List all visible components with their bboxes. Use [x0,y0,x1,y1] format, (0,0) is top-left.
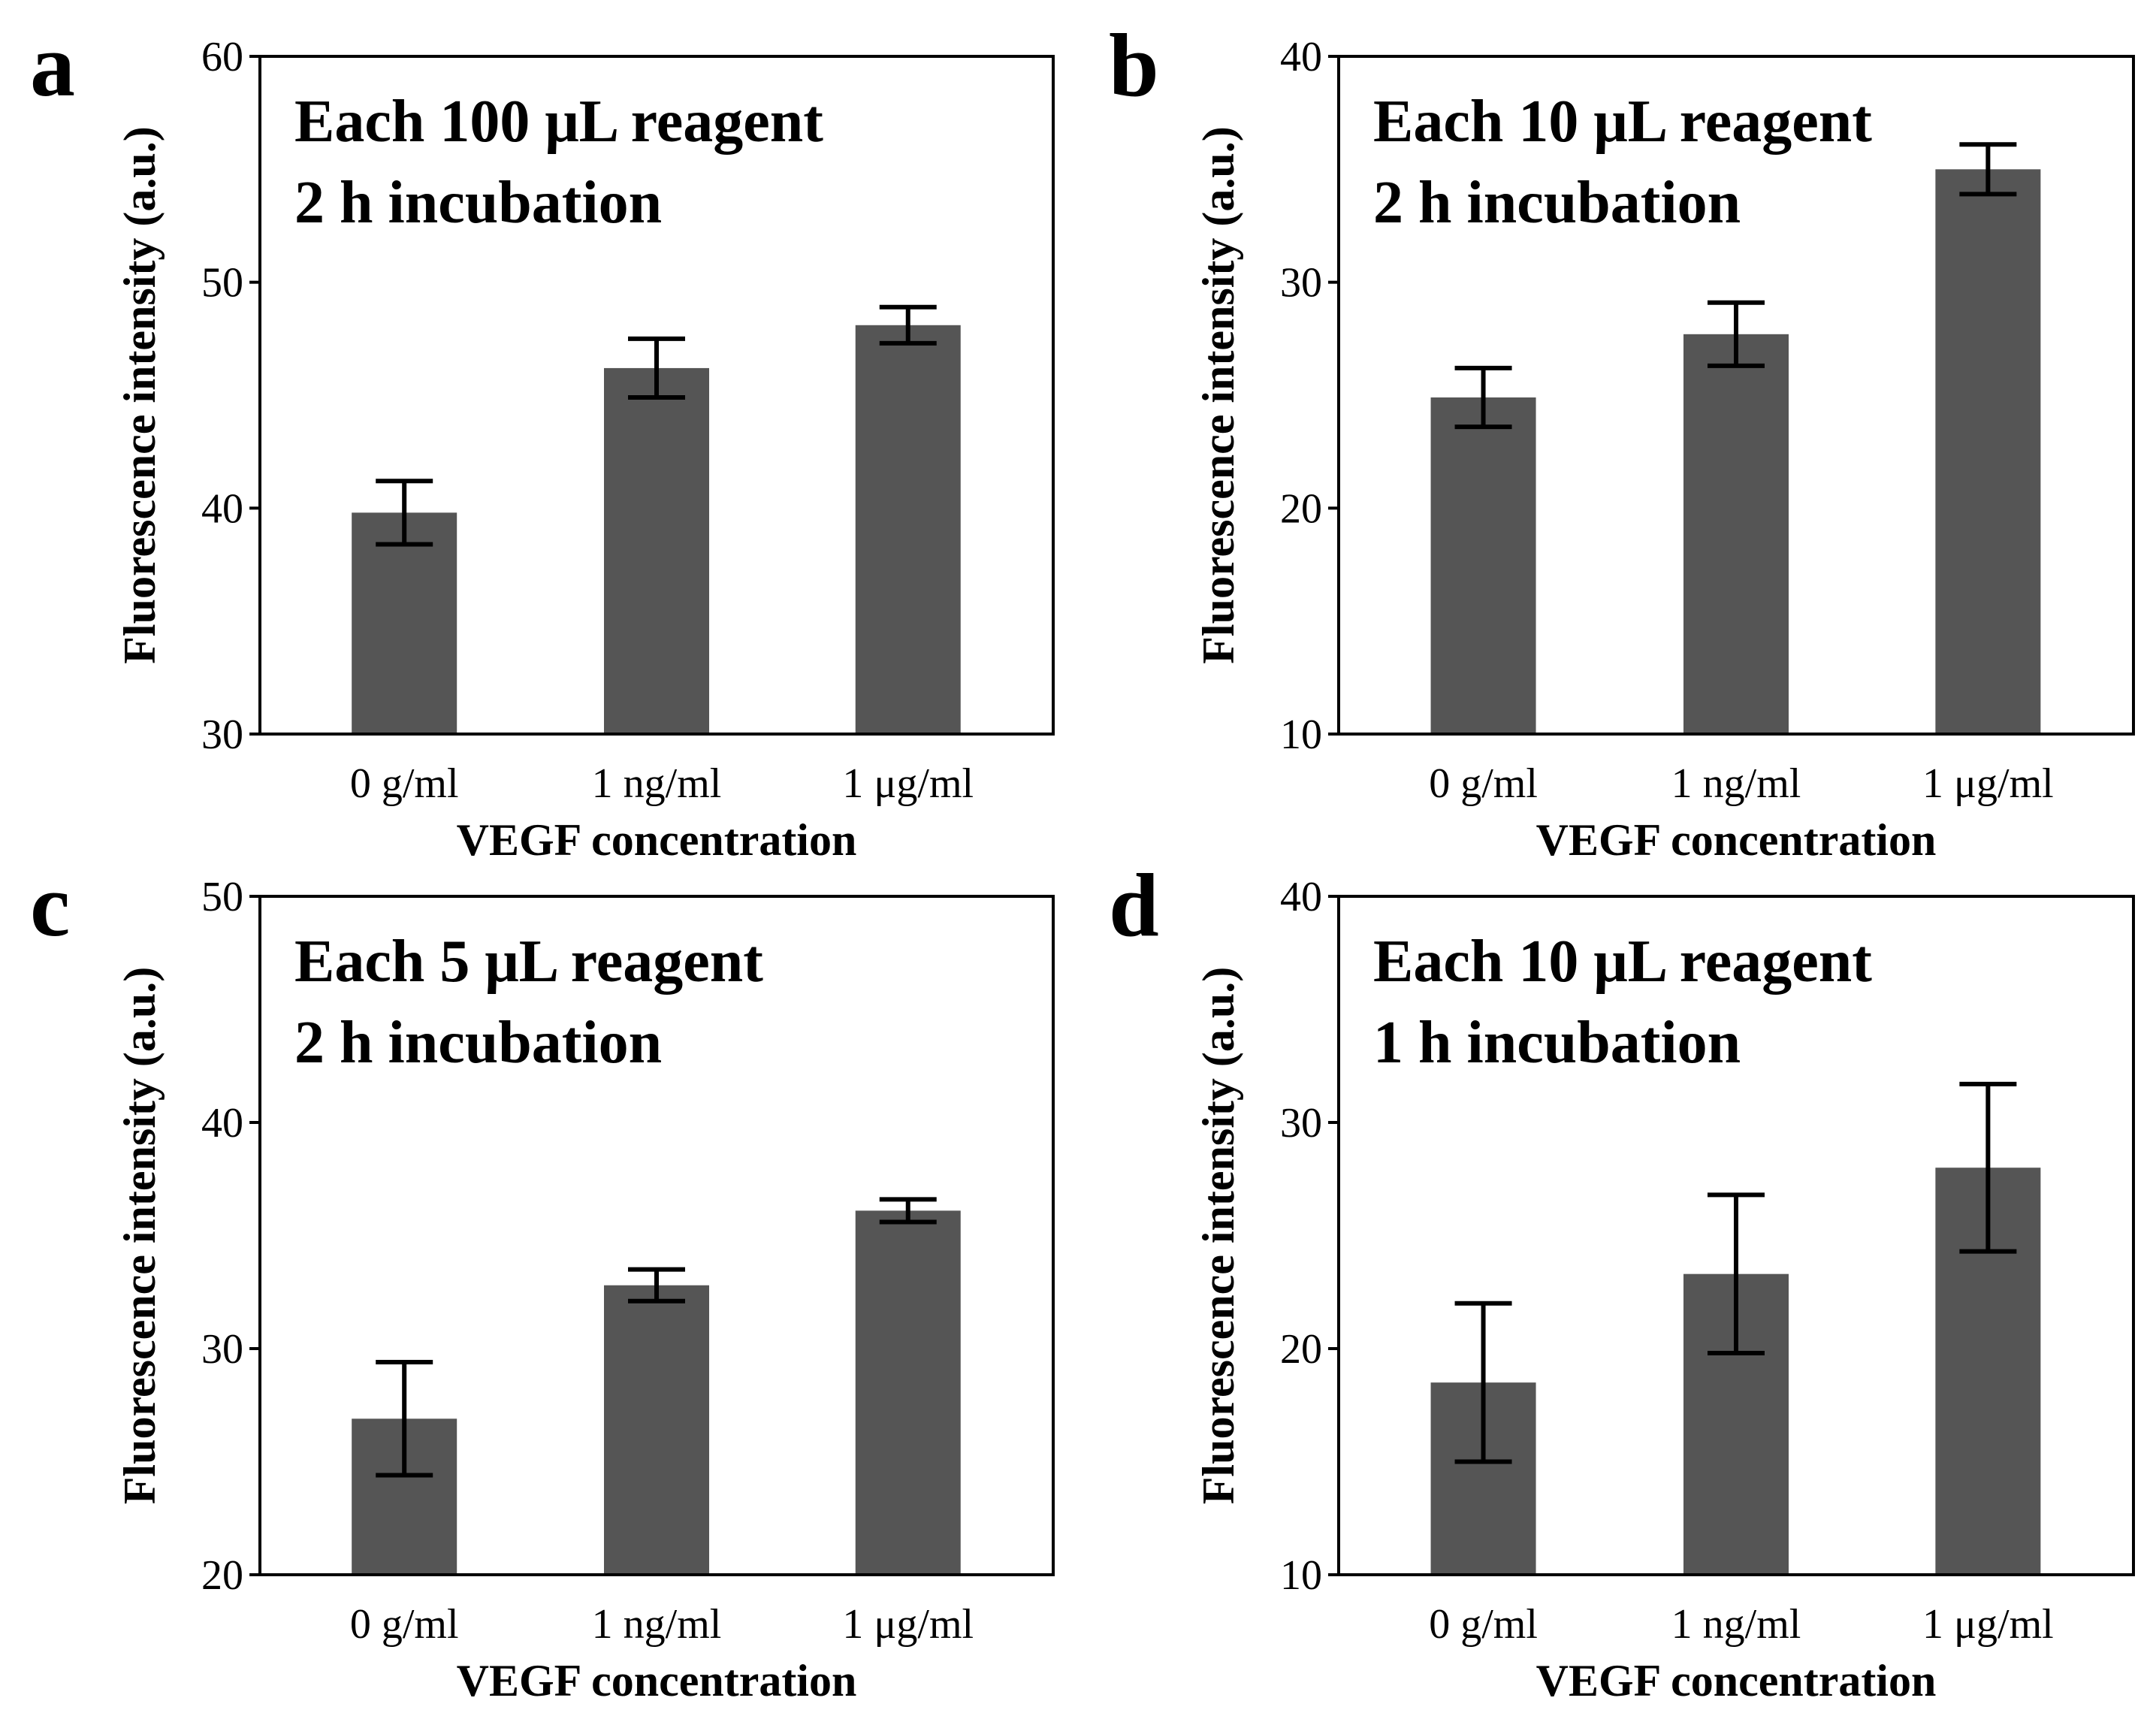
error-bar [376,479,433,547]
x-tick-label: 1 μg/ml [842,760,974,807]
bar [352,512,457,734]
annotation-line: 2 h incubation [294,1010,662,1076]
bar [1935,169,2041,735]
error-bar [1454,365,1512,430]
x-tick-label: 1 μg/ml [842,1601,974,1648]
error-bar [879,1197,937,1225]
annotation-line: Each 10 μL reagent [1373,929,1872,995]
x-axis-title: VEGF concentration [457,815,857,865]
x-tick-label: 0 g/ml [350,1601,459,1648]
x-axis-title: VEGF concentration [457,1656,857,1705]
y-tick-label: 50 [201,874,243,920]
plot-frame [1337,895,2135,1576]
y-tick-label: 30 [1280,1100,1322,1147]
bar [855,325,961,734]
panel-letter: a [30,15,75,115]
error-bar [628,1267,685,1304]
error-bar [1454,1301,1512,1464]
y-tick-label: 20 [1280,1326,1322,1373]
x-tick-label: 1 μg/ml [1922,1601,2054,1648]
y-tick-label: 30 [1280,260,1322,307]
x-tick-label: 0 g/ml [1429,760,1538,807]
bar [1683,334,1789,734]
y-tick-label: 40 [1280,34,1322,80]
error-bar [1959,1081,2017,1254]
x-axis-title: VEGF concentration [1536,1656,1937,1705]
x-tick-label: 1 ng/ml [592,1601,722,1648]
error-bar [1959,142,2017,197]
y-tick-label: 10 [1280,1552,1322,1599]
error-bar [1708,1192,1765,1356]
annotation-line: 1 h incubation [1373,1010,1741,1076]
bar [604,1285,709,1575]
x-tick-label: 1 ng/ml [592,760,722,807]
plot-frame [1337,55,2135,736]
y-axis-title: Fluorescence intensity (a.u.) [115,126,165,663]
x-tick-label: 1 ng/ml [1671,1601,1801,1648]
error-bar [376,1360,433,1478]
panel-letter: d [1109,855,1159,955]
error-bar [879,304,937,346]
error-bar [1708,300,1765,368]
panel-c: c 20 30 40 50 0 g/ml 1 ng/ml 1 μg/ml VEGF concen… [30,855,1055,1705]
panel-letter: c [30,855,70,955]
error-bar [628,336,685,400]
panel-a: a 30 40 50 60 0 g/ml 1 ng/ml 1 μg/ml VEGF concen… [30,15,1055,865]
y-tick-label: 30 [201,711,243,758]
annotation-line: Each 10 μL reagent [1373,89,1872,155]
y-tick-label: 40 [1280,874,1322,920]
x-tick-label: 0 g/ml [1429,1601,1538,1648]
y-tick-label: 40 [201,485,243,532]
x-tick-label: 1 ng/ml [1671,760,1801,807]
bar [604,367,709,734]
x-axis-title: VEGF concentration [1536,815,1937,865]
y-tick-label: 60 [201,34,243,80]
bar [1430,397,1536,734]
annotation-line: 2 h incubation [294,170,662,236]
y-axis-title: Fluorescence intensity (a.u.) [1194,967,1243,1504]
y-tick-label: 10 [1280,711,1322,758]
y-tick-label: 20 [201,1552,243,1599]
y-axis-title: Fluorescence intensity (a.u.) [1194,126,1243,663]
y-tick-label: 40 [201,1100,243,1147]
y-tick-label: 30 [201,1326,243,1373]
annotation-line: Each 5 μL reagent [294,929,763,995]
plot-frame [258,895,1055,1576]
y-tick-label: 20 [1280,485,1322,532]
annotation-line: Each 100 μL reagent [294,89,823,155]
y-tick-label: 50 [201,260,243,307]
plot-frame [258,55,1055,736]
panel-b: b 10 20 30 40 0 g/ml 1 ng/ml 1 μg/ml VEGF concen… [1109,15,2135,865]
y-axis-title: Fluorescence intensity (a.u.) [115,967,165,1504]
panel-letter: b [1109,15,1159,115]
x-tick-label: 1 μg/ml [1922,760,2054,807]
annotation-line: 2 h incubation [1373,170,1741,236]
bar [855,1210,961,1575]
panel-d: d 10 20 30 40 0 g/ml 1 ng/ml 1 μg/ml VEGF concen… [1109,855,2135,1705]
x-tick-label: 0 g/ml [350,760,459,807]
